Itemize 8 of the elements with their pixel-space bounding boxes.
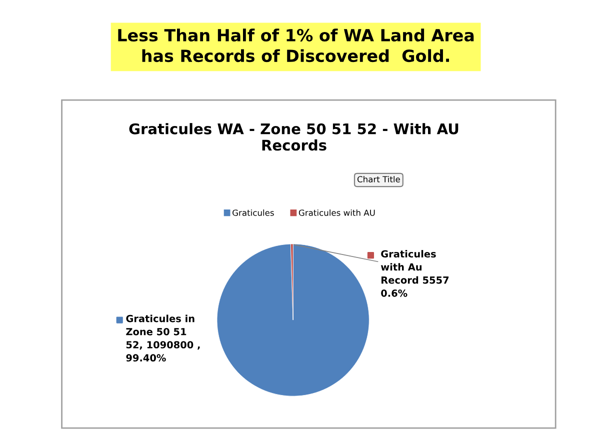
chart-subtitle: Graticules WA - Zone 50 51 52 - With AU Records xyxy=(129,123,458,151)
chart-title: Less Than Half of 1% of WA Land Area has Records of Discovered Gold. xyxy=(118,28,474,62)
pie-slice xyxy=(216,244,370,396)
data-label: Graticules with Au Record 5557 0.6% xyxy=(380,250,449,297)
legend-label: Graticules with AU xyxy=(298,209,375,216)
data-label: Graticules in Zone 50 51 52, 1090800 , 99.40% xyxy=(126,314,200,362)
legend-label: Graticules xyxy=(232,209,274,216)
text: Chart Title xyxy=(357,176,400,182)
